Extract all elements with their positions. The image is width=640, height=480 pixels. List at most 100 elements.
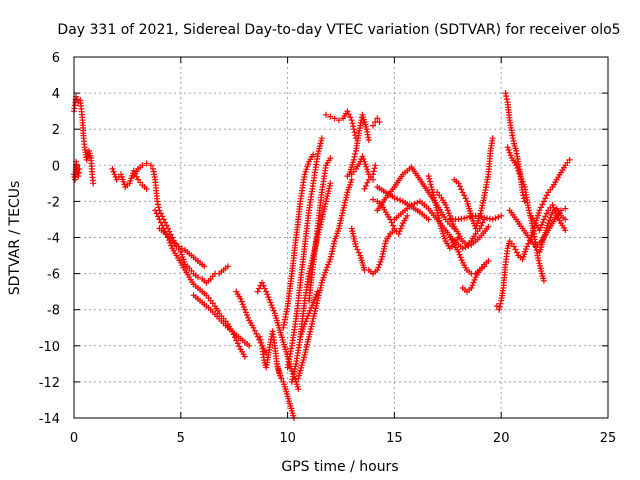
data-point <box>111 171 118 178</box>
data-point <box>427 181 434 188</box>
data-point <box>518 175 525 182</box>
data-point <box>263 288 270 295</box>
data-point <box>470 279 477 286</box>
data-point <box>497 300 504 307</box>
data-point <box>506 149 513 156</box>
data-point <box>237 295 244 302</box>
x-tick-label: 10 <box>279 431 296 446</box>
data-points <box>71 90 573 421</box>
data-point <box>350 123 357 130</box>
data-point <box>143 160 150 167</box>
data-point <box>335 117 342 124</box>
data-point <box>308 304 315 311</box>
data-point <box>278 375 285 382</box>
series-arc11 <box>273 360 297 421</box>
chart-title: Day 331 of 2021, Sidereal Day-to-day VTE… <box>57 22 620 38</box>
data-point <box>350 126 357 133</box>
data-point <box>517 173 524 180</box>
data-point <box>201 263 208 270</box>
data-point <box>547 214 554 221</box>
series-arc17 <box>306 155 334 304</box>
data-point <box>370 122 376 129</box>
data-point <box>462 195 469 202</box>
data-point <box>461 192 468 199</box>
data-point <box>549 202 556 208</box>
data-point <box>238 298 245 305</box>
data-point <box>465 242 472 249</box>
y-tick-label: 0 <box>52 159 60 174</box>
data-point <box>256 333 263 340</box>
data-point <box>370 168 377 175</box>
data-point <box>545 220 552 227</box>
x-axis-label: GPS time / hours <box>281 459 398 475</box>
data-point <box>295 386 302 393</box>
data-point <box>536 227 543 234</box>
data-point <box>258 339 265 346</box>
x-tick-label: 15 <box>386 431 403 446</box>
series-arc6 <box>156 225 208 270</box>
data-point <box>489 135 496 142</box>
series-arc10 <box>256 328 285 382</box>
data-point <box>546 217 553 224</box>
data-point <box>239 301 246 308</box>
data-point <box>485 258 492 264</box>
y-tick-label: -10 <box>39 340 60 355</box>
data-point <box>268 302 275 309</box>
data-point <box>443 204 450 211</box>
data-point <box>355 249 362 256</box>
x-tick-label: 20 <box>493 431 510 446</box>
data-point <box>496 303 503 310</box>
data-point <box>139 162 146 169</box>
y-tick-label: -14 <box>39 412 60 427</box>
y-tick-label: -4 <box>47 232 60 247</box>
data-point <box>514 165 521 171</box>
data-point <box>539 219 546 226</box>
series-arc4 <box>130 160 231 286</box>
series-arc33 <box>459 258 492 295</box>
data-point <box>562 227 569 234</box>
data-point <box>425 216 432 223</box>
data-point <box>155 201 161 208</box>
y-tick-label: -2 <box>47 195 60 210</box>
data-point <box>442 202 449 208</box>
data-point <box>309 302 316 309</box>
series-arc29 <box>451 135 496 232</box>
series-arc39 <box>536 205 569 255</box>
data-point <box>327 155 334 162</box>
data-point <box>404 212 411 219</box>
data-point <box>425 173 432 180</box>
data-point <box>156 216 163 223</box>
data-point <box>540 216 547 223</box>
data-point <box>394 196 401 202</box>
data-point <box>240 304 247 310</box>
data-point <box>492 215 499 222</box>
data-point <box>264 291 271 298</box>
data-point <box>390 222 396 229</box>
data-point <box>241 306 248 313</box>
data-point <box>109 165 116 172</box>
data-point <box>550 204 557 211</box>
data-point <box>246 342 253 349</box>
data-point <box>254 288 261 295</box>
data-point <box>303 315 310 322</box>
data-point <box>372 162 379 169</box>
data-point <box>540 277 547 284</box>
data-point <box>429 186 436 193</box>
data-point <box>428 184 435 190</box>
data-point <box>175 243 182 250</box>
data-point <box>519 178 526 185</box>
data-point <box>312 294 319 301</box>
y-tick-label: -6 <box>47 268 60 283</box>
series-arc23 <box>374 164 458 232</box>
data-point <box>155 213 161 220</box>
data-point <box>310 299 317 306</box>
series-arc16 <box>297 288 321 340</box>
data-point <box>348 117 355 124</box>
data-point <box>256 285 263 292</box>
data-point <box>270 307 277 314</box>
data-point <box>445 210 452 217</box>
data-point <box>503 93 510 100</box>
data-point <box>391 194 398 201</box>
data-point <box>375 264 382 271</box>
plot-frame <box>73 56 609 419</box>
